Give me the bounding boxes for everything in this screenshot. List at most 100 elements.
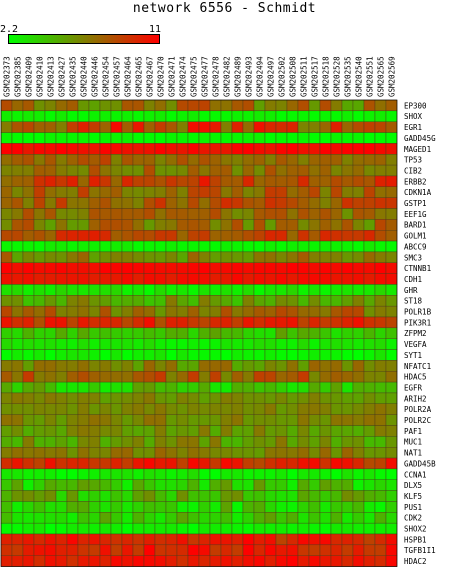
- heatmap-cell: [176, 436, 189, 448]
- heatmap-cell: [143, 425, 156, 437]
- heatmap-cell: [55, 240, 68, 253]
- heatmap-cell: [385, 229, 398, 242]
- heatmap-cell: [231, 512, 244, 524]
- column-label: GSM202475: [190, 56, 199, 97]
- heatmap-cell: [341, 533, 354, 546]
- heatmap-cell: [209, 110, 222, 122]
- heatmap-cell: [110, 305, 123, 318]
- heatmap-cell: [77, 457, 90, 470]
- heatmap-cell: [132, 457, 145, 470]
- heatmap-cell: [264, 251, 277, 263]
- heatmap-cell: [0, 327, 13, 339]
- heatmap-cell: [22, 143, 35, 155]
- heatmap-cell: [0, 349, 13, 361]
- heatmap-cell: [231, 392, 244, 405]
- heatmap-cell: [165, 273, 178, 285]
- heatmap-cell: [231, 154, 244, 166]
- heatmap-cell: [308, 371, 321, 383]
- heatmap-cell: [77, 110, 90, 122]
- heatmap-cell: [220, 251, 233, 263]
- heatmap-cell: [22, 512, 35, 524]
- heatmap-cell: [33, 121, 46, 133]
- heatmap-cell: [374, 305, 387, 318]
- heatmap-cell: [363, 457, 376, 470]
- heatmap-cell: [275, 468, 288, 480]
- heatmap-cell: [341, 501, 354, 513]
- heatmap-cell: [154, 284, 167, 296]
- heatmap-cell: [374, 262, 387, 274]
- heatmap-cell: [77, 338, 90, 350]
- heatmap-cell: [66, 392, 79, 405]
- heatmap-cell: [143, 468, 156, 480]
- heatmap-cell: [275, 533, 288, 546]
- heatmap-cell: [220, 110, 233, 122]
- heatmap-cell: [187, 533, 200, 546]
- heatmap-cell: [165, 360, 178, 372]
- heatmap-cell: [308, 284, 321, 296]
- heatmap-cell: [22, 436, 35, 448]
- heatmap-cell: [176, 479, 189, 491]
- heatmap-cell: [330, 555, 343, 567]
- heatmap-cell: [286, 305, 299, 318]
- heatmap-cell: [308, 392, 321, 405]
- row-label: GOLM1: [404, 232, 427, 241]
- heatmap-cell: [110, 219, 123, 231]
- heatmap-cell: [165, 414, 178, 426]
- heatmap-cell: [176, 132, 189, 144]
- heatmap-cell: [44, 110, 57, 122]
- heatmap-cell: [187, 132, 200, 144]
- heatmap-cell: [209, 121, 222, 133]
- heatmap-cell: [0, 544, 13, 556]
- heatmap-cell: [22, 490, 35, 502]
- heatmap-cell: [176, 447, 189, 459]
- heatmap-cell: [143, 479, 156, 491]
- heatmap-cell: [286, 457, 299, 470]
- heatmap-cell: [286, 403, 299, 415]
- heatmap-cell: [374, 132, 387, 144]
- heatmap-cell: [11, 240, 24, 253]
- heatmap-cell: [176, 99, 189, 112]
- heatmap-cell: [55, 425, 68, 437]
- heatmap-cell: [154, 229, 167, 242]
- heatmap-cell: [121, 447, 134, 459]
- column-label: GSM202467: [146, 56, 155, 97]
- column-label: GSM202471: [168, 56, 177, 97]
- heatmap-cell: [330, 512, 343, 524]
- heatmap-cell: [143, 414, 156, 426]
- heatmap-cell: [165, 436, 178, 448]
- heatmap-cell: [33, 110, 46, 122]
- heatmap-cell: [308, 501, 321, 513]
- heatmap-cell: [209, 327, 222, 339]
- heatmap-cell: [297, 219, 310, 231]
- heatmap-cell: [330, 164, 343, 177]
- heatmap-cell: [363, 295, 376, 307]
- heatmap-cell: [55, 392, 68, 405]
- heatmap-cell: [44, 425, 57, 437]
- heatmap-cell: [154, 219, 167, 231]
- heatmap-cell: [330, 121, 343, 133]
- heatmap-cell: [319, 284, 332, 296]
- heatmap-cell: [209, 457, 222, 470]
- heatmap-cell: [55, 327, 68, 339]
- heatmap-cell: [374, 490, 387, 502]
- heatmap-cell: [286, 349, 299, 361]
- heatmap-cell: [110, 175, 123, 187]
- heatmap-cell: [132, 512, 145, 524]
- heatmap-cell: [330, 479, 343, 491]
- heatmap-cell: [165, 447, 178, 459]
- heatmap-cell: [176, 251, 189, 263]
- heatmap-cell: [55, 186, 68, 198]
- heatmap-cell: [220, 555, 233, 567]
- heatmap-cell: [363, 219, 376, 231]
- heatmap-cell: [55, 154, 68, 166]
- heatmap-cell: [0, 533, 13, 546]
- heatmap-cell: [264, 295, 277, 307]
- heatmap-cell: [11, 305, 24, 318]
- heatmap-cell: [231, 197, 244, 209]
- heatmap-cell: [88, 425, 101, 437]
- heatmap-cell: [66, 284, 79, 296]
- heatmap-cell: [275, 262, 288, 274]
- heatmap-cell: [44, 544, 57, 556]
- heatmap-cell: [385, 533, 398, 546]
- heatmap-cell: [77, 197, 90, 209]
